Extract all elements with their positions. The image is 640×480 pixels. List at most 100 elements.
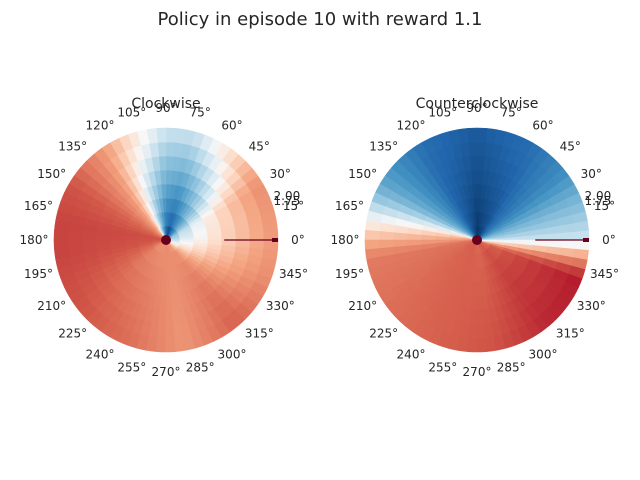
heatmap-cell	[165, 337, 177, 353]
theta-tick-label: 300°	[218, 347, 247, 361]
theta-tick-label: 330°	[577, 299, 606, 313]
theta-tick-label: 225°	[58, 326, 87, 340]
theta-tick-label: 180°	[331, 233, 360, 247]
theta-tick-label: 60°	[221, 119, 242, 133]
heatmap-cell	[532, 239, 548, 247]
heatmap-cell	[470, 295, 478, 311]
polar-panel-counterclockwise: Counterclockwise 0° 15° 30°45° 60° 75° 90° 105…	[331, 96, 619, 379]
theta-tick-label: 45°	[249, 140, 270, 154]
theta-tick-label: 240°	[397, 347, 426, 361]
theta-tick-label: 0°	[602, 233, 616, 247]
heatmap-cell	[378, 231, 394, 241]
heatmap-cell	[67, 231, 83, 241]
theta-tick-label: 105°	[117, 106, 146, 120]
theta-tick-label: 315°	[556, 326, 585, 340]
heatmap-cell	[81, 232, 97, 241]
theta-tick-label: 285°	[497, 361, 526, 375]
heatmap-cell	[364, 229, 380, 241]
theta-tick-labels: 0° 15° 30°45° 60° 75° 90° 105°120° 135° 150° 165°…	[20, 101, 308, 379]
theta-tick-label: 135°	[58, 140, 87, 154]
theta-tick-label: 45°	[560, 140, 581, 154]
theta-tick-label: 330°	[266, 299, 295, 313]
heatmap-cell	[392, 232, 408, 241]
theta-tick-label: 90°	[155, 101, 176, 115]
theta-tick-label: 120°	[397, 119, 426, 133]
theta-tick-label: 240°	[86, 347, 115, 361]
heatmap-cell	[159, 295, 167, 311]
heatmap-cell	[53, 229, 69, 241]
heatmap-cell	[157, 323, 167, 339]
theta-tick-label: 120°	[86, 119, 115, 133]
heatmap-cell	[249, 239, 265, 249]
heatmap-cell	[155, 127, 167, 143]
theta-tick-label: 15°	[283, 199, 304, 213]
heatmap-cell	[221, 239, 237, 247]
r-tick-label: 1.75	[274, 194, 301, 208]
heatmap-cell	[364, 239, 380, 251]
figure-title: Policy in episode 10 with reward 1.1	[158, 9, 483, 30]
theta-tick-label: 60°	[532, 119, 553, 133]
heatmap-cell	[165, 141, 175, 157]
heatmap-cell	[476, 337, 488, 353]
theta-tick-labels: 0° 15° 30°45° 60° 75° 90° 105°120° 135° 150° 165°…	[331, 101, 619, 379]
panel-title-counterclockwise: Counterclockwise	[416, 96, 539, 112]
theta-tick-label: 210°	[348, 299, 377, 313]
heatmap-cell	[466, 337, 478, 353]
heatmap-cell	[235, 239, 251, 248]
theta-tick-label: 30°	[270, 167, 291, 181]
heatmap-wedges	[53, 127, 279, 353]
theta-tick-label: 150°	[37, 167, 66, 181]
r-tick-label: 2.00	[274, 189, 301, 203]
heatmap-cell	[468, 323, 478, 339]
theta-tick-label: 195°	[24, 267, 53, 281]
r-tick-label: 2.00	[585, 189, 612, 203]
theta-tick-label: 75°	[501, 106, 522, 120]
theta-tick-label: 270°	[463, 365, 492, 379]
heatmap-cell	[560, 239, 576, 249]
polar-panel-clockwise: Clockwise 0° 15° 30°45° 60° 75° 90° 105°120° 13…	[20, 96, 308, 379]
heatmap-cell	[546, 239, 562, 248]
r-tick-label: 1.75	[585, 194, 612, 208]
theta-tick-label: 285°	[186, 361, 215, 375]
theta-tick-label: 165°	[335, 199, 364, 213]
r-tick-labels: 2.001.75	[274, 189, 301, 208]
center-marker	[472, 235, 482, 245]
r-tick-labels: 2.001.75	[585, 189, 612, 208]
theta-tick-label: 0°	[291, 233, 305, 247]
heatmap-cell	[53, 239, 69, 251]
theta-tick-label: 135°	[369, 140, 398, 154]
heatmap-cell	[476, 155, 485, 171]
heatmap-cell	[165, 169, 173, 185]
panel-title-clockwise: Clockwise	[131, 96, 200, 112]
theta-tick-label: 345°	[590, 267, 619, 281]
heatmap-cell	[466, 127, 478, 143]
center-marker	[161, 235, 171, 245]
theta-tick-label: 225°	[369, 326, 398, 340]
theta-tick-label: 165°	[24, 199, 53, 213]
theta-tick-label: 300°	[529, 347, 558, 361]
heatmap-cell	[165, 155, 174, 171]
heatmap-cell	[476, 169, 484, 185]
theta-tick-label: 30°	[581, 167, 602, 181]
theta-tick-label: 315°	[245, 326, 274, 340]
heatmap-cell	[95, 233, 111, 241]
theta-tick-label: 15°	[594, 199, 615, 213]
theta-tick-label: 270°	[152, 365, 181, 379]
theta-tick-label: 75°	[190, 106, 211, 120]
heatmap-cell	[469, 309, 478, 325]
theta-tick-label: 345°	[279, 267, 308, 281]
heatmap-cell	[476, 127, 488, 143]
heatmap-cell	[476, 141, 486, 157]
heatmap-cell	[158, 309, 167, 325]
theta-tick-label: 105°	[428, 106, 457, 120]
radial-line-tip	[272, 238, 278, 242]
heatmap-wedges	[364, 127, 590, 353]
theta-tick-label: 150°	[348, 167, 377, 181]
theta-tick-label: 255°	[428, 361, 457, 375]
radial-line-tip	[583, 238, 589, 242]
heatmap-cell	[155, 337, 167, 353]
theta-tick-label: 90°	[466, 101, 487, 115]
theta-tick-label: 195°	[335, 267, 364, 281]
heatmap-cell	[406, 233, 422, 241]
